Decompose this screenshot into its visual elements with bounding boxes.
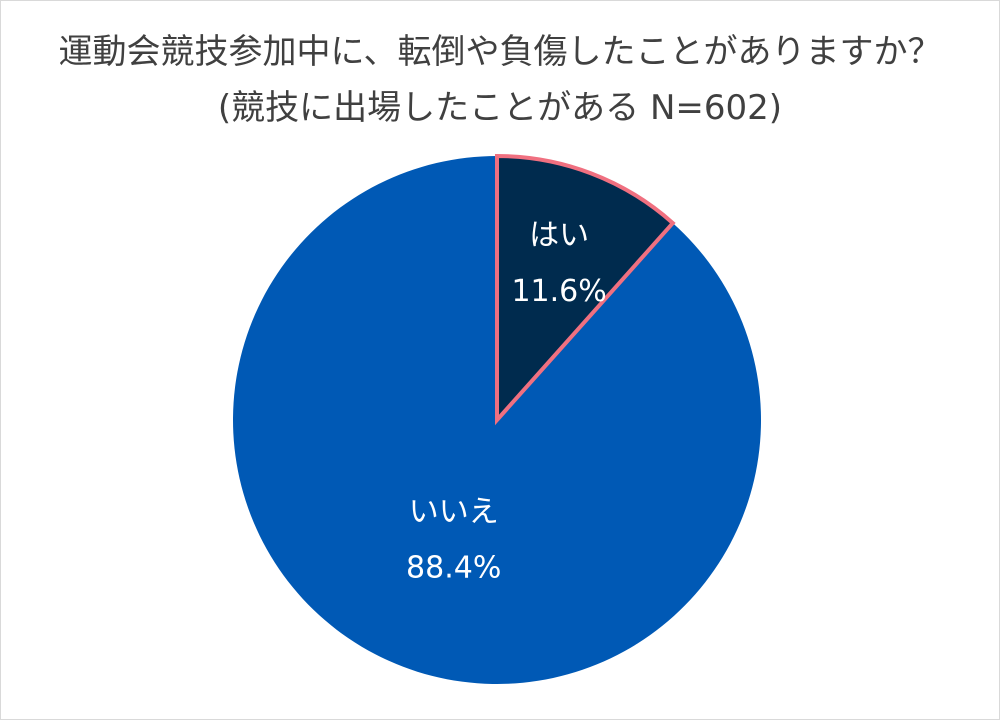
label-yes-category: はい bbox=[529, 218, 589, 253]
pie-labels: はい 11.6% いいえ 88.4% bbox=[406, 218, 607, 585]
label-no: いいえ 88.4% bbox=[406, 494, 501, 585]
slice-yes bbox=[495, 153, 676, 426]
chart-subtitle: (競技に出場したことがある N=602) bbox=[217, 88, 783, 128]
label-yes: はい 11.6% bbox=[511, 218, 606, 309]
label-no-value: 88.4% bbox=[406, 550, 501, 585]
pie-slices bbox=[233, 153, 762, 685]
chart-title: 運動会競技参加中に、転倒や負傷したことがありますか？ bbox=[58, 32, 942, 72]
label-yes-value: 11.6% bbox=[511, 274, 606, 309]
label-no-category: いいえ bbox=[409, 494, 499, 529]
